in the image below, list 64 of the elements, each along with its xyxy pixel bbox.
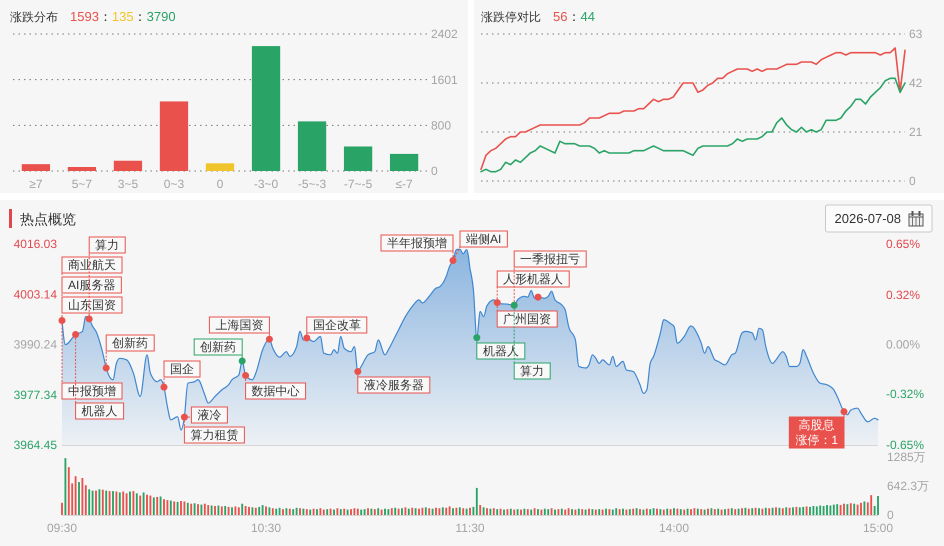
x-tick-label: -7~-5 [344,177,373,191]
annotation: 机器人 [82,404,118,418]
y-tick-label: 4003.14 [14,287,58,302]
annotation: 国企 [170,362,194,376]
annotation: 涨停：1 [795,433,838,447]
y-tick-label: 4016.03 [14,237,58,252]
x-tick-label: ≤-7 [395,177,414,191]
x-tick-label: 0 [216,177,224,191]
annotation: 广州国资 [503,312,552,326]
y2-tick-label: 0.32% [886,288,920,302]
x-tick-label: ≥7 [29,177,43,191]
annotation: 算力 [95,238,120,252]
annotation: 一季报扭亏 [520,252,580,266]
y2-tick-label: -0.32% [886,387,924,402]
y-tick-label: 42 [909,76,923,90]
y2-tick-label: 0.65% [886,237,920,252]
annotation: 算力 [520,364,544,378]
x-tick-label: -3~0 [254,177,279,191]
x-tick-label: 11:30 [455,521,485,535]
y-tick-label: 2402 [431,27,458,42]
annotation: 高股息 [798,418,835,432]
chart-subtitle: 56：44 [553,9,595,24]
chart-subtitle: 1593：135：3790 [70,9,176,24]
y-tick-label: 63 [909,27,923,42]
x-tick-label: 10:30 [250,521,282,535]
y-tick-label: 0 [887,508,894,522]
annotation: 山东国资 [68,298,116,312]
chart-title: 热点概览 [20,211,76,227]
annotation: 上海国资 [215,318,264,332]
chart-title: 涨跌停对比 [481,10,541,24]
x-tick-label: 3~5 [118,177,138,191]
x-tick-label: 09:30 [46,521,78,535]
x-tick-label: -5~-3 [298,177,327,191]
annotation: AI服务器 [68,278,116,292]
x-tick-label: 0~3 [164,177,184,191]
chart-subtitle: 2026-07-08 [834,211,901,226]
y-tick-label: 3977.34 [14,388,58,402]
y2-tick-label: 0.00% [886,338,920,352]
annotation: 人形机器人 [503,272,564,286]
y-tick-label: 0 [431,164,438,178]
y-tick-label: 1285万 [887,450,926,464]
annotation: 半年报预增 [387,236,447,250]
annotation: 创新药 [112,336,148,350]
annotation: 国企改革 [312,318,361,332]
y-tick-label: 21 [909,125,923,140]
x-tick-label: 14:00 [658,521,690,535]
annotation: 算力租赁 [190,428,238,442]
annotation: 中报预增 [68,384,116,398]
annotation: 端侧AI [466,232,502,246]
x-tick-label: 5~7 [72,177,92,191]
y-tick-label: 3990.24 [14,338,58,352]
annotation: 液冷 [197,408,222,422]
annotation: 数据中心 [252,384,300,398]
x-tick-label: 15:00 [862,521,894,535]
annotation: 机器人 [482,344,519,358]
y-tick-label: 642.3万 [887,479,930,494]
annotation: 商业航天 [68,258,116,272]
y-tick-label: 3964.45 [14,438,58,452]
y-tick-label: 800 [431,118,452,133]
annotation: 创新药 [200,340,236,354]
annotation: 液冷服务器 [364,378,424,392]
y2-tick-label: -0.65% [886,438,924,452]
chart-title: 涨跌分布 [10,10,58,24]
y-tick-label: 1601 [431,72,458,87]
